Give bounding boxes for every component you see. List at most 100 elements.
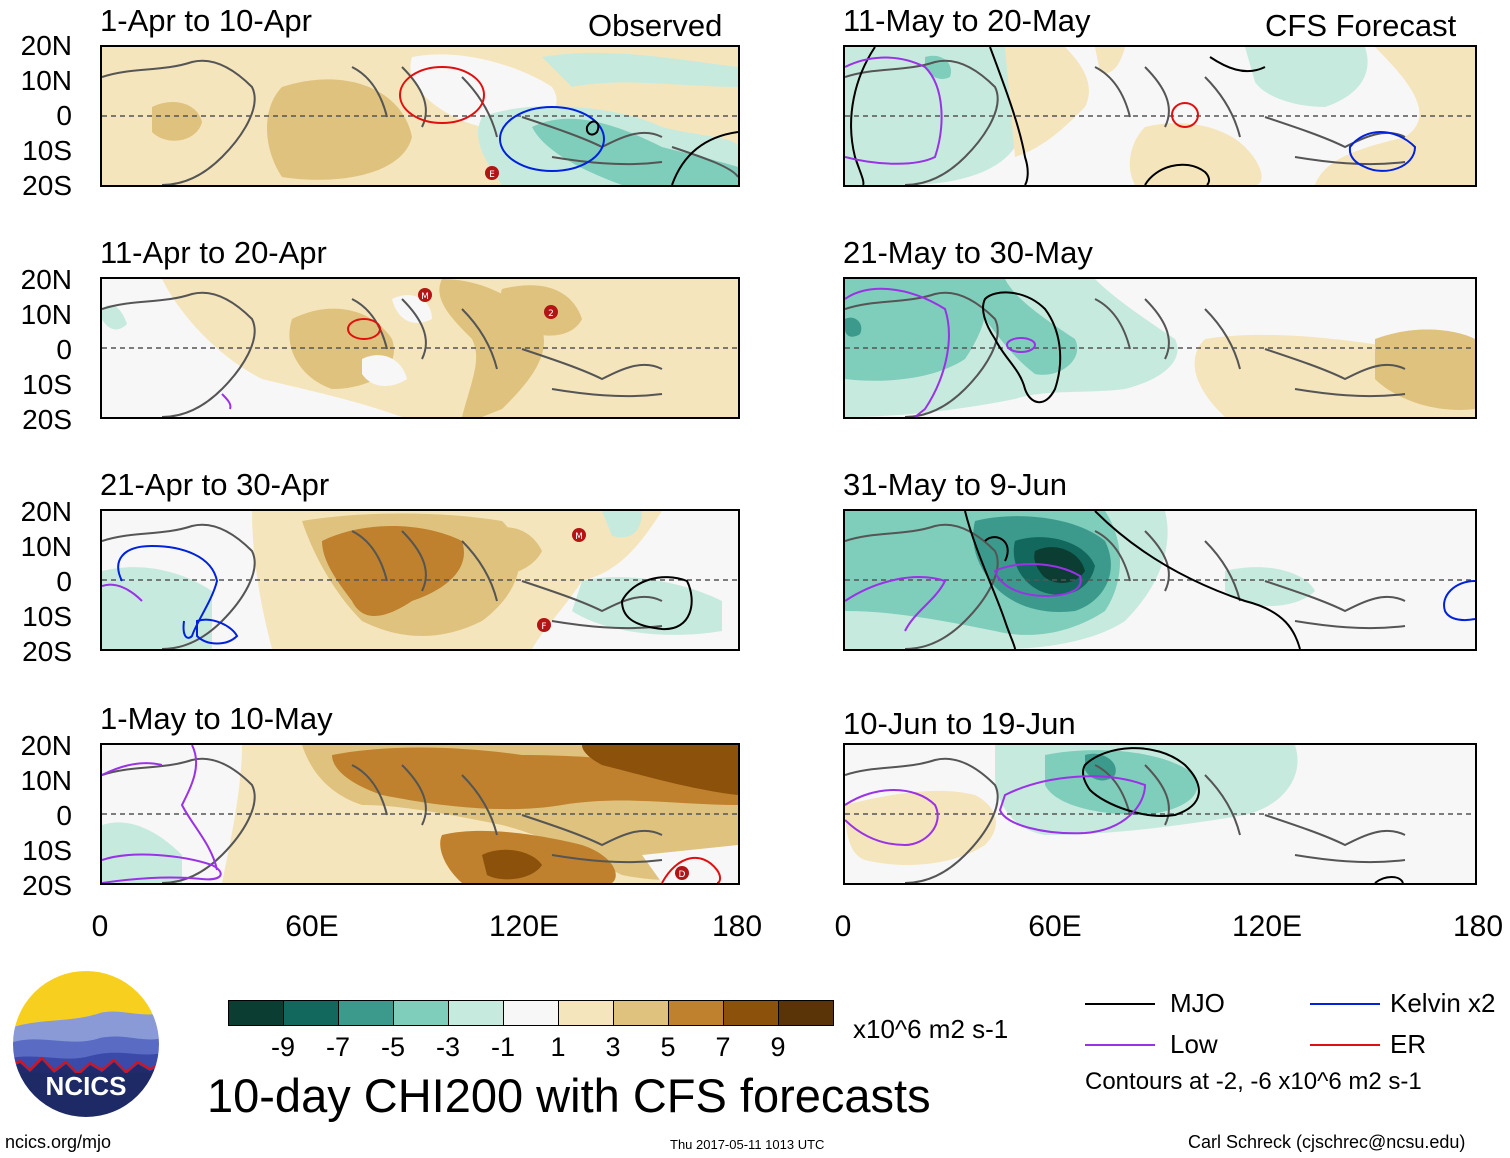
coastline-shapes [845,757,1406,883]
lat-label: 10S [22,835,72,866]
colorbar-cell [393,1001,448,1025]
timestamp: Thu 2017-05-11 1013 UTC [670,1137,825,1152]
legend-swatch-er [1310,1044,1380,1046]
lat-label: 0 [56,100,72,131]
legend-swatch-mjo [1085,1003,1155,1005]
lat-label: 10S [22,369,72,400]
cyclone-icon: 2 [544,305,558,319]
low-contour [1006,337,1036,353]
lat-label: 10N [20,531,72,562]
low-contour [845,56,943,165]
map-panel-21-may-to-30-may [843,277,1477,419]
colorbar-unit: x10^6 m2 s-1 [853,1014,1009,1044]
logo-text: NCICS [46,1071,127,1101]
legend: MJO Kelvin x2 Low ER [1085,986,1505,1096]
kelvin-contour [1443,580,1475,621]
lat-label: 20S [22,170,72,201]
mjo-contour [850,47,876,185]
colorbar-cell [723,1001,778,1025]
coastline-shapes [102,59,738,185]
lat-label: 20N [20,264,72,295]
colorbar-cell [448,1001,503,1025]
colorbar-cell [558,1001,613,1025]
cyclone-label: M [421,292,429,302]
map-panel-31-may-to-9-jun [843,509,1477,651]
lat-label: 0 [56,334,72,365]
lon-label: 60E [1028,910,1082,943]
lon-label: 180 [1452,910,1504,943]
legend-swatch-low [1085,1044,1155,1046]
coastline-shapes [102,757,663,883]
cyclone-icon: E [485,166,499,180]
lat-label: 20N [20,30,72,61]
colorbar-tick-label: -7 [325,1032,350,1062]
colorbar-cell [503,1001,558,1025]
panel-title: 21-Apr to 30-Apr [100,467,330,502]
colorbar-tick-label: 3 [605,1032,621,1062]
mjo-contour [671,131,738,185]
kelvin-contour [117,544,219,639]
panel-title: 21-May to 30-May [843,235,1093,270]
map-panel-11-may-to-20-may [843,45,1477,187]
kelvin-contour [499,106,605,172]
map-panel-1-apr-to-10-apr: E [100,45,740,187]
lat-label: 10S [22,601,72,632]
colorbar-tick-label: 1 [550,1032,566,1062]
lat-label: 10S [22,135,72,166]
cyclone-label: 2 [548,309,554,319]
cyclone-icon: D [675,866,689,880]
lon-label: 120E [1231,910,1303,943]
lat-label: 10N [20,65,72,96]
cyclone-icon: F [537,618,551,632]
legend-label-er: ER [1390,1029,1427,1059]
lat-label: 20N [20,496,72,527]
cyclone-icon: M [572,528,586,542]
panel-title: 31-May to 9-Jun [843,467,1067,502]
low-contour [998,775,1147,835]
low-contour [993,563,1082,598]
cyclone-label: D [679,870,686,880]
colorbar-cell [613,1001,668,1025]
colorbar-cell [229,1001,283,1025]
website-link[interactable]: ncics.org/mjo [5,1132,112,1152]
panel-title: 10-Jun to 19-Jun [843,706,1076,741]
mjo-contour [964,511,1016,649]
main-title: 10-day CHI200 with CFS forecasts [207,1069,931,1122]
lon-label: 120E [488,910,560,943]
colorbar-cell [283,1001,338,1025]
colorbar-cell [338,1001,393,1025]
colorbar-tick-label: 5 [660,1032,676,1062]
cyclone-label: E [489,170,495,180]
kelvin-contour [1348,131,1417,172]
map-panel-1-may-to-10-may: D [100,743,740,885]
cyclone-label: M [575,532,583,542]
colorbar-cell [668,1001,723,1025]
legend-label-mjo: MJO [1170,988,1225,1018]
lat-label: 20N [20,730,72,761]
colorbar [228,1000,834,1026]
er-contour [347,318,381,340]
mjo-contour [982,291,1062,404]
panel-title: 11-May to 20-May [843,3,1091,38]
lat-label: 20S [22,870,72,901]
observed-label: Observed [588,8,723,43]
lat-label: 0 [56,800,72,831]
colorbar-tick-label: -5 [380,1032,405,1062]
contour-note: Contours at -2, -6 x10^6 m2 s-1 [1085,1068,1422,1095]
low-contour [102,762,163,776]
er-contour [399,66,485,124]
lat-label: 10N [20,299,72,330]
map-panel-21-apr-to-30-apr: M F [100,509,740,651]
ncics-logo: NCICS [10,968,162,1120]
coastline-shapes [102,291,663,417]
mjo-contour [620,576,693,631]
legend-swatch-kelvin [1310,1003,1380,1005]
colorbar-tick-label: -3 [435,1032,460,1062]
colorbar-tick-label: -9 [270,1032,295,1062]
lat-label: 20S [22,404,72,435]
map-panel-10-jun-to-19-jun [843,743,1477,885]
cyclone-icon: M [418,288,432,302]
panel-title: 1-Apr to 10-Apr [100,3,312,38]
coastline-shapes [845,291,1406,417]
map-panel-11-apr-to-20-apr: M 2 [100,277,740,419]
